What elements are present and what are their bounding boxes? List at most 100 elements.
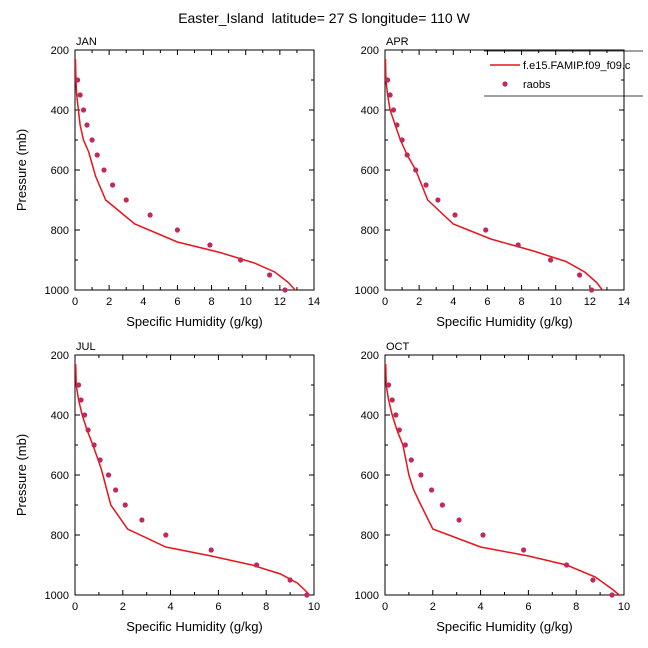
obs-point: [147, 212, 153, 218]
obs-point: [123, 197, 129, 203]
obs-point: [75, 77, 81, 83]
y-tick-label: 1000: [355, 590, 379, 602]
x-tick-label: 10: [240, 296, 252, 308]
x-tick-label: 6: [484, 296, 490, 308]
legend-marker-swatch: [502, 81, 508, 87]
y-axis-label: Pressure (mb): [14, 434, 29, 516]
x-tick-label: 0: [382, 601, 388, 613]
legend: f.e15.FAMIP.f09_f09.c raobs: [484, 50, 643, 97]
x-axis-label: Specific Humidity (g/kg): [126, 314, 263, 329]
figure-title: Easter_Island latitude= 27 S longitude= …: [178, 10, 470, 26]
x-tick-label: 10: [618, 601, 630, 613]
x-tick-label: 0: [382, 296, 388, 308]
obs-point: [97, 457, 103, 463]
y-tick-label: 1000: [45, 285, 69, 297]
obs-point: [396, 427, 402, 433]
x-tick-label: 4: [450, 296, 456, 308]
y-tick-label: 800: [51, 530, 69, 542]
model-line: [75, 58, 297, 290]
legend-model-label: f.e15.FAMIP.f09_f09.c: [523, 60, 631, 72]
panel-label: OCT: [386, 341, 410, 353]
y-tick-label: 200: [51, 350, 69, 362]
x-tick-label: 2: [416, 296, 422, 308]
x-tick-label: 6: [525, 601, 531, 613]
x-tick-label: 14: [308, 296, 320, 308]
obs-point: [385, 77, 391, 83]
y-tick-label: 1000: [45, 590, 69, 602]
obs-point: [609, 592, 615, 598]
obs-point: [521, 547, 527, 553]
panel-jan: JAN 0 2 4 6 8 10 12 14 200 400 600 800 1000 Specific H…: [14, 36, 320, 329]
x-tick-label: 2: [430, 601, 436, 613]
obs-point: [78, 397, 84, 403]
obs-point: [105, 472, 112, 478]
y-tick-label: 200: [361, 45, 379, 57]
x-axis-label: Specific Humidity (g/kg): [126, 619, 263, 634]
obs-point: [254, 562, 260, 568]
panel-label: APR: [386, 36, 409, 48]
obs-point: [91, 442, 97, 448]
obs-point: [101, 167, 107, 173]
obs-point: [163, 532, 169, 538]
x-tick-label: 0: [72, 296, 78, 308]
x-tick-label: 2: [106, 296, 112, 308]
obs-point: [76, 382, 82, 388]
obs-point: [456, 517, 462, 523]
y-tick-label: 200: [51, 45, 69, 57]
x-tick-label: 14: [618, 296, 630, 308]
x-axis-label: Specific Humidity (g/kg): [436, 619, 573, 634]
obs-point: [85, 427, 91, 433]
y-axis-label: Pressure (mb): [14, 129, 29, 211]
x-tick-label: 4: [168, 601, 174, 613]
legend-obs-label: raobs: [523, 79, 551, 91]
x-tick-label: 4: [478, 601, 484, 613]
x-tick-label: 4: [140, 296, 146, 308]
obs-point: [418, 472, 424, 478]
y-tick-label: 400: [361, 410, 379, 422]
obs-point: [238, 257, 244, 263]
y-tick-label: 600: [361, 470, 379, 482]
x-tick-label: 6: [215, 601, 221, 613]
panel-jul: JUL 0 2 4 6 8 10 200 400 600 800 1000 Specific Humid…: [14, 341, 320, 634]
obs-point: [386, 382, 392, 388]
obs-point: [402, 442, 408, 448]
obs-point: [548, 257, 554, 263]
x-tick-label: 10: [550, 296, 562, 308]
y-tick-label: 400: [361, 105, 379, 117]
obs-point: [429, 487, 435, 493]
obs-point: [452, 212, 458, 218]
obs-point: [304, 592, 310, 598]
obs-point: [84, 122, 90, 128]
x-tick-label: 12: [584, 296, 596, 308]
obs-point: [435, 197, 441, 203]
panel-oct: OCT 0 2 4 6 8 10 200 400 600 800 1000 Specific Humid…: [355, 341, 631, 634]
panel-apr: APR 0 2 4 6 8 10 12 14 200 400 600 800 1000 Specific H…: [355, 36, 631, 329]
obs-point: [393, 412, 399, 418]
panel-label: JUL: [76, 341, 96, 353]
model-line: [385, 363, 621, 595]
obs-point: [174, 227, 180, 233]
y-tick-label: 800: [51, 225, 69, 237]
obs-point: [577, 272, 583, 278]
x-tick-label: 0: [72, 601, 78, 613]
obs-point: [590, 577, 596, 583]
obs-point: [89, 137, 95, 143]
obs-point: [589, 287, 595, 293]
x-tick-label: 10: [308, 601, 320, 613]
y-tick-label: 200: [361, 350, 379, 362]
y-tick-label: 800: [361, 225, 379, 237]
x-tick-label: 8: [573, 601, 579, 613]
obs-point: [390, 107, 397, 113]
obs-point: [110, 182, 116, 188]
y-tick-label: 400: [51, 105, 69, 117]
obs-point: [207, 242, 213, 248]
x-tick-label: 8: [263, 601, 269, 613]
obs-point: [82, 412, 88, 418]
obs-point: [564, 562, 570, 568]
obs-point: [387, 92, 393, 98]
x-tick-label: 8: [519, 296, 525, 308]
obs-point: [267, 272, 273, 278]
obs-point: [94, 152, 100, 158]
y-tick-label: 400: [51, 410, 69, 422]
